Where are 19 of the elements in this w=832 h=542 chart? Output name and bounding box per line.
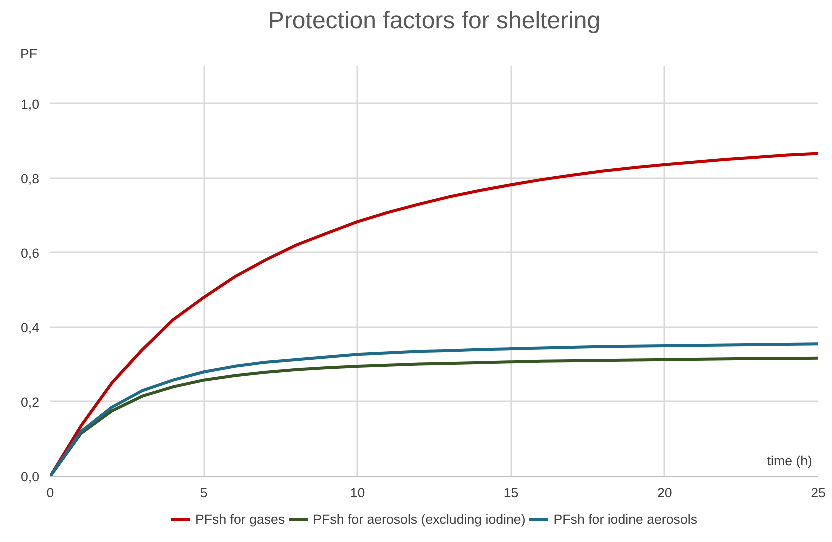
x-tick-label: 5 (200, 486, 208, 500)
y-tick-label: 0,6 (20, 246, 40, 261)
x-tick-label: 0 (46, 486, 54, 500)
x-tick-label: 15 (504, 486, 519, 500)
x-tick-label: 20 (657, 486, 672, 500)
chart-title: Protection factors for sheltering (268, 8, 601, 34)
legend-label: PFsh for iodine aerosols (554, 512, 698, 526)
legend-label: PFsh for gases (196, 512, 286, 526)
legend-label: PFsh for aerosols (excluding iodine) (313, 512, 526, 526)
y-tick-label: 0,4 (20, 320, 40, 336)
y-tick-label: 0,2 (20, 394, 40, 410)
y-tick-label: 1,0 (20, 96, 40, 112)
x-tick-label: 10 (350, 486, 366, 500)
y-axis-title: PF (20, 46, 38, 62)
y-tick-label: 0,0 (20, 470, 40, 484)
x-axis-title: time (h) (767, 454, 812, 468)
x-tick-label: 25 (811, 486, 826, 500)
line-series (50, 152, 818, 476)
y-tick-label: 0,8 (20, 171, 40, 186)
